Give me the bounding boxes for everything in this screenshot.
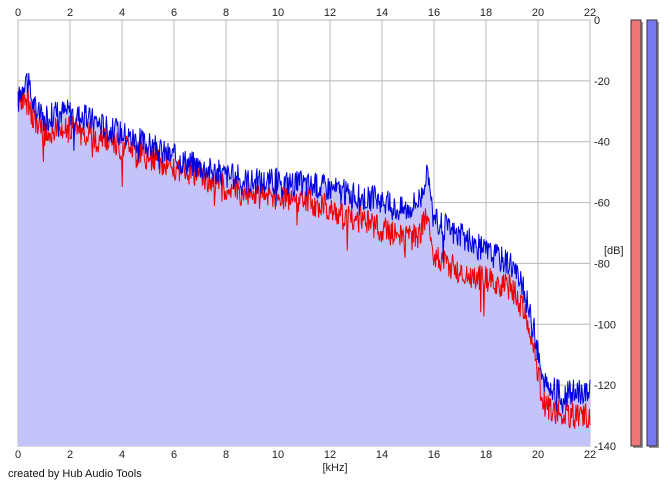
level-meter-bar: [646, 19, 658, 447]
x-tick-label-top: 10: [272, 7, 284, 19]
x-tick-label-top: 20: [532, 7, 544, 19]
x-tick-label-bottom: 20: [532, 449, 544, 461]
spectrum-area: [18, 72, 590, 447]
x-tick-label-top: 0: [15, 7, 21, 19]
series-line-blue: [17, 72, 591, 414]
x-tick-label-bottom: 22: [584, 449, 596, 461]
x-tick-label-top: 16: [428, 7, 440, 19]
x-tick-label-top: 12: [324, 7, 336, 19]
x-tick-label-bottom: 10: [272, 449, 284, 461]
x-tick-label-top: 2: [67, 7, 73, 19]
y-axis-label: [dB]: [604, 245, 624, 257]
x-tick-label-bottom: 4: [119, 449, 125, 461]
y-tick-label: -60: [594, 198, 610, 210]
x-tick-label-bottom: 2: [67, 449, 73, 461]
y-tick-label: -140: [594, 441, 616, 453]
y-tick-label: -40: [594, 137, 610, 149]
x-tick-label-top: 8: [223, 7, 229, 19]
x-axis-label: [kHz]: [322, 462, 347, 474]
x-tick-label-bottom: 8: [223, 449, 229, 461]
credit-text: created by Hub Audio Tools: [8, 468, 142, 480]
level-meters: [630, 19, 659, 448]
y-tick-label: 0: [594, 15, 600, 27]
y-tick-label: -80: [594, 258, 610, 270]
level-meter-bar: [630, 19, 642, 447]
x-tick-label-bottom: 16: [428, 449, 440, 461]
x-tick-label-top: 4: [119, 7, 125, 19]
x-tick-label-bottom: 18: [480, 449, 492, 461]
x-tick-label-bottom: 12: [324, 449, 336, 461]
spectrum-fill: [18, 72, 590, 447]
y-tick-label: -100: [594, 319, 616, 331]
x-tick-label-top: 18: [480, 7, 492, 19]
y-tick-label: -120: [594, 380, 616, 392]
x-tick-label-bottom: 14: [376, 449, 388, 461]
x-tick-label-top: 14: [376, 7, 388, 19]
x-tick-label-bottom: 0: [15, 449, 21, 461]
x-tick-label-bottom: 6: [171, 449, 177, 461]
y-tick-label: -20: [594, 76, 610, 88]
x-tick-label-top: 22: [584, 7, 596, 19]
spectrum-series: [17, 72, 591, 429]
x-tick-label-top: 6: [171, 7, 177, 19]
y-tick-labels: 0 -20 -40 -60 -80 -100 -120 -140: [594, 15, 616, 453]
